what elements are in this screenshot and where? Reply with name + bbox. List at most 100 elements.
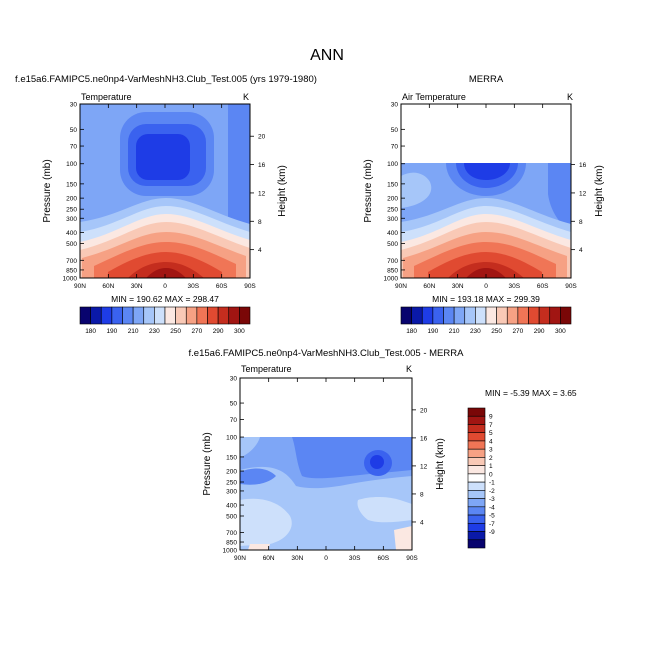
obs-colorbar-swatch [506,306,519,325]
diff-ytick-label: 700 [226,530,237,537]
diff-y2label: Height (km) [435,438,446,490]
model-colorbar-swatch [196,306,208,325]
model-xtick-label: 60S [216,283,228,290]
diff-colorbar-label: 4 [489,438,493,445]
obs-y2tick-label: 4 [579,247,583,254]
obs-contour-band-2 [401,172,432,208]
diff-contours [240,437,412,550]
model-colorbar: 180 190 210 230 250 270 290 300 [79,306,251,335]
diff-colorbar-label: -9 [489,529,495,536]
diff-contour-band-6 [240,468,276,485]
model-colorbar-swatch [90,306,102,325]
model-colorbar-label: 230 [149,328,160,335]
model-xtick-label: 30S [188,283,200,290]
model-xtick-label: 90N [74,283,86,290]
diff-colorbar-swatch [467,457,486,466]
obs-ytick-label: 1000 [384,276,399,283]
diff-xtick-label: 30S [349,555,361,562]
model-ytick-label: 500 [66,241,77,248]
diff-contour-band-7 [240,498,292,546]
obs-x-axis: 90N 60N 30N 0 30S 60S 90S [395,104,577,290]
model-xtick-label: 30N [131,283,143,290]
diff-ytick-label: 30 [230,376,238,383]
diff-colorbar-swatch [467,506,486,516]
model-colorbar-swatch [175,306,187,325]
model-colorbar-swatch [207,306,219,325]
obs-colorbar-label: 300 [555,328,566,335]
obs-colorbar-label: 230 [470,328,481,335]
model-xtick-label: 60N [102,283,114,290]
obs-panel: 30 50 70 100 150 200 250 300 400 500 700 850 1000 16… [363,92,605,335]
obs-y-axis: 30 50 70 100 150 200 250 300 400 500 700 850 1000 [384,102,405,283]
model-colorbar-label: 290 [213,328,224,335]
obs-ytick-label: 700 [387,258,398,265]
model-colorbar-swatch [154,306,166,325]
diff-ytick-label: 50 [230,401,238,408]
obs-colorbar-swatch [475,306,487,325]
obs-y2tick-label: 12 [579,190,587,197]
diff-colorbar-label: -1 [489,480,495,487]
model-colorbar-label: 250 [170,328,181,335]
diff-colorbar-swatch [467,490,486,499]
diff-colorbar-swatch [467,473,486,483]
obs-xtick-label: 60N [423,283,435,290]
obs-colorbar-swatch [549,306,561,325]
model-ytick-label: 150 [66,181,77,188]
obs-xtick-label: 30N [452,283,464,290]
obs-colorbar-swatch [464,306,476,325]
diff-colorbar-swatch [467,481,486,491]
obs-y2tick-label: 8 [579,219,583,226]
model-x-axis: 90N 60N 30N 0 30S 60S 90S [74,104,256,290]
obs-colorbar-swatch [453,306,466,325]
diff-contour-band-10 [248,544,270,550]
diff-ytick-label: 300 [226,488,237,495]
obs-colorbar-label: 210 [449,328,460,335]
obs-ytick-label: 30 [391,102,399,109]
obs-xtick-label: 30S [509,283,521,290]
model-colorbar-swatch [217,306,230,325]
model-ytick-label: 300 [66,216,77,223]
model-colorbar-swatch [185,306,198,325]
diff-colorbar-swatch [467,498,486,508]
model-colorbar-swatch [79,306,91,325]
diff-stats: MIN = -5.39 MAX = 3.65 [485,388,577,398]
model-colorbar-swatch [143,306,155,325]
diff-contour-band-9 [394,526,412,550]
diff-xtick-label: 90S [406,555,418,562]
model-y2tick-label: 8 [258,219,262,226]
diff-y2tick-label: 16 [420,435,428,442]
diff-ytick-label: 850 [226,540,237,547]
obs-ytick-label: 500 [387,241,398,248]
diff-left-label: Temperature [241,364,292,374]
model-xtick-label: 90S [244,283,256,290]
diff-colorbar-label: -5 [489,513,495,520]
diff-colorbar-label: 7 [489,422,493,429]
model-colorbar-swatch [111,306,123,325]
model-colorbar-swatch [132,306,145,325]
diff-xtick-label: 90N [234,555,246,562]
obs-colorbar-swatch [496,306,508,325]
model-y2tick-label: 16 [258,162,266,169]
obs-colorbar-swatch [538,306,551,325]
model-colorbar-label: 270 [191,328,202,335]
model-y2tick-label: 12 [258,190,266,197]
obs-right-label: K [567,92,573,102]
obs-ytick-label: 100 [387,161,398,168]
model-left-label: Temperature [81,92,132,102]
obs-xtick-label: 0 [484,283,488,290]
model-ylabel: Pressure (mb) [42,159,53,222]
model-y2tick-label: 4 [258,247,262,254]
model-contours [80,104,250,278]
obs-colorbar-swatch [432,306,444,325]
diff-colorbar-label: -2 [489,488,495,495]
obs-xtick-label: 90S [565,283,577,290]
diff-colorbar-swatch [467,407,486,417]
obs-contour-band-6 [464,163,510,180]
model-ytick-label: 100 [66,161,77,168]
obs-ytick-label: 250 [387,207,398,214]
diff-ytick-label: 500 [226,514,237,521]
model-colorbar-swatch [100,306,113,325]
